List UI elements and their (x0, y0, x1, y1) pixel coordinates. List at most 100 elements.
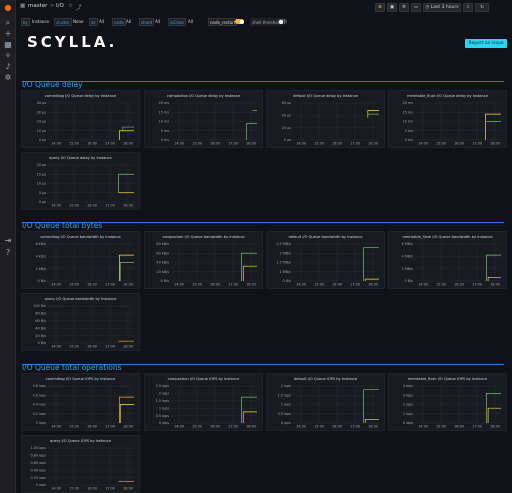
y-tick-label: 0 iops (36, 421, 46, 425)
chart-panel[interactable]: commitlog I/O Queue delay by Instance 40 … (21, 90, 140, 148)
chart-panel[interactable]: default I/O Queue delay by Instance 60 µs… (266, 90, 385, 148)
panel-title[interactable]: commitlog I/O Queue bandwidth by Instanc… (40, 235, 121, 239)
x-tick-label: 15:00 (436, 283, 446, 287)
toggle-node-restart[interactable] (235, 19, 244, 24)
x-tick-label: 16:00 (210, 425, 220, 429)
panel-title[interactable]: query I/O Queue delay by Instance (49, 156, 112, 160)
panel-title[interactable]: memtable_flush I/O Queue bandwidth by In… (402, 235, 493, 239)
y-tick-label: 40 µs (37, 101, 47, 105)
chart-panel[interactable]: compaction I/O Queue delay by Instance 20… (144, 90, 263, 148)
chart-panel[interactable]: compaction I/O Queue IOPS by Instance 2.5… (144, 373, 263, 431)
star-icon[interactable]: ☆ (68, 3, 73, 9)
share-icon[interactable]: ⤴ (76, 5, 82, 11)
chart-panel[interactable]: memtable_flush I/O Queue bandwidth by In… (388, 231, 507, 289)
chart-panel[interactable]: memtable_flush I/O Queue IOPS by Instanc… (388, 373, 507, 431)
panel-title[interactable]: commitlog I/O Queue IOPS by Instance (45, 377, 116, 381)
variable-value-dc[interactable]: All (99, 19, 104, 24)
series-line (242, 265, 257, 281)
x-tick-label: 16:00 (87, 425, 97, 429)
bell-icon[interactable]: ♪ (5, 62, 11, 71)
variable-value-node[interactable]: All (126, 19, 131, 24)
series-line (241, 396, 257, 423)
section-header[interactable]: I/O Queue total operations (22, 355, 504, 372)
sign-in-icon[interactable]: ⇥ (4, 236, 12, 245)
x-tick-label: 18:00 (123, 283, 133, 287)
panel-title[interactable]: default I/O Queue delay by Instance (293, 94, 358, 98)
panel-title[interactable]: default I/O Queue IOPS by Instance (293, 377, 358, 381)
panel-title[interactable]: query I/O Queue IOPS by Instance (49, 439, 112, 443)
y-tick-label: 5 ms (161, 129, 170, 133)
panel-graph: 6 kB/s 4 kB/s 2 kB/s 0 B/s 14:00 15:00 16:00 17… (36, 242, 134, 287)
y-tick-label: 5 µs (39, 191, 46, 195)
dashboards-icon[interactable]: ▦ (4, 40, 12, 49)
help-icon[interactable]: ? (5, 248, 11, 257)
chart-panel[interactable]: query I/O Queue IOPS by Instance 1.00 iop… (21, 435, 140, 493)
series-line (119, 396, 134, 423)
zoom-out-button[interactable]: ⌕ (463, 3, 473, 12)
panel-title[interactable]: compaction I/O Queue IOPS by Instance (167, 377, 240, 381)
breadcrumb-folder[interactable]: master (28, 3, 48, 9)
panel-title[interactable]: memtable_flush I/O Queue delay by Instan… (407, 94, 488, 98)
chart-panel[interactable]: default I/O Queue bandwidth by Instance 2… (266, 231, 385, 289)
y-tick-label: 1 MB/s (280, 270, 292, 274)
save-button[interactable]: ▣ (387, 3, 397, 12)
breadcrumb-dashboard[interactable]: I/O (56, 3, 64, 9)
panel-title[interactable]: memtable_flush I/O Queue IOPS by Instanc… (407, 377, 488, 381)
x-tick-label: 17:00 (105, 142, 115, 146)
settings-button[interactable]: ✲ (399, 3, 409, 12)
x-tick-label: 17:00 (228, 425, 238, 429)
panel-title[interactable]: compaction I/O Queue bandwidth by Instan… (162, 235, 245, 239)
series-line (486, 254, 501, 281)
refresh-button[interactable]: ↻ (475, 3, 489, 12)
gear-icon[interactable]: ✲ (4, 73, 12, 82)
time-picker-button[interactable]: ◷ Last 3 hours (423, 3, 461, 12)
section-title: I/O Queue delay (22, 80, 83, 89)
tv-mode-button[interactable]: ▭ (411, 3, 421, 12)
chart-panel[interactable]: commitlog I/O Queue bandwidth by Instanc… (21, 231, 140, 289)
y-tick-label: 1.00 iops (30, 446, 46, 450)
variable-label-shard: shard (139, 18, 155, 26)
x-tick-label: 17:00 (472, 283, 482, 287)
y-tick-label: 40 B/s (35, 326, 46, 330)
x-tick-label: 15:00 (314, 283, 324, 287)
x-tick-label: 16:00 (332, 142, 342, 146)
series-line (246, 123, 257, 140)
chart-panel[interactable]: query I/O Queue bandwidth by Instance 100… (21, 293, 140, 351)
section-header[interactable]: I/O Queue total bytes (22, 213, 504, 230)
panel-title[interactable]: query I/O Queue bandwidth by Instance (44, 297, 117, 301)
y-tick-label: 1 iops (403, 412, 413, 416)
y-tick-label: 6 kB/s (36, 242, 47, 246)
y-tick-label: 0 µs (39, 138, 46, 142)
variable-value-shard[interactable]: All (155, 19, 160, 24)
chart-panel[interactable]: default I/O Queue IOPS by Instance 2 iops… (266, 373, 385, 431)
y-tick-label: 0 B/s (38, 341, 47, 345)
panel-graph: 20 µs 15 µs 10 µs 5 µs 0 µs 14:00 15:00 16:00 17… (37, 163, 134, 208)
report-issue-button[interactable]: Report an issue (465, 39, 507, 48)
chart-panel[interactable]: memtable_flush I/O Queue delay by Instan… (388, 90, 507, 148)
search-icon[interactable]: ⌕ (5, 18, 11, 27)
x-tick-label: 15:00 (314, 142, 324, 146)
chart-panel[interactable]: query I/O Queue delay by Instance 20 µs 15… (21, 152, 140, 210)
variable-value-cluster[interactable]: None (73, 19, 84, 24)
section-header[interactable]: I/O Queue delay (22, 72, 504, 89)
toggle-shell-threshold[interactable] (278, 19, 287, 24)
chart-panel[interactable]: compaction I/O Queue bandwidth by Instan… (144, 231, 263, 289)
variable-value-by[interactable]: Instance (32, 19, 50, 24)
plus-icon[interactable]: + (4, 29, 12, 38)
chart-panel[interactable]: commitlog I/O Queue IOPS by Instance 0.8 … (21, 373, 140, 431)
x-tick-label: 14:00 (51, 204, 61, 208)
panel-title[interactable]: default I/O Queue bandwidth by Instance (288, 235, 363, 239)
x-tick-label: 17:00 (350, 142, 360, 146)
compass-icon[interactable]: ✧ (4, 51, 12, 60)
variable-label-ioclass: ioClass (168, 18, 187, 26)
grafana-logo-icon[interactable]: ● (4, 3, 12, 12)
y-tick-label: 0.5 iops (156, 414, 170, 418)
variable-value-ioclass[interactable]: All (188, 19, 193, 24)
add-panel-button[interactable]: ⊕ (375, 3, 385, 12)
panel-title[interactable]: commitlog I/O Queue delay by Instance (44, 94, 117, 98)
panel-title[interactable]: compaction I/O Queue delay by Instance (166, 94, 241, 98)
y-tick-label: 0.6 iops (33, 393, 47, 397)
panel-graph: 20 ms 15 ms 10 ms 5 ms 0 ms 14:00 15:00 16:00 17… (159, 101, 257, 146)
y-tick-label: 0.8 iops (33, 384, 47, 388)
series-line (363, 247, 379, 281)
